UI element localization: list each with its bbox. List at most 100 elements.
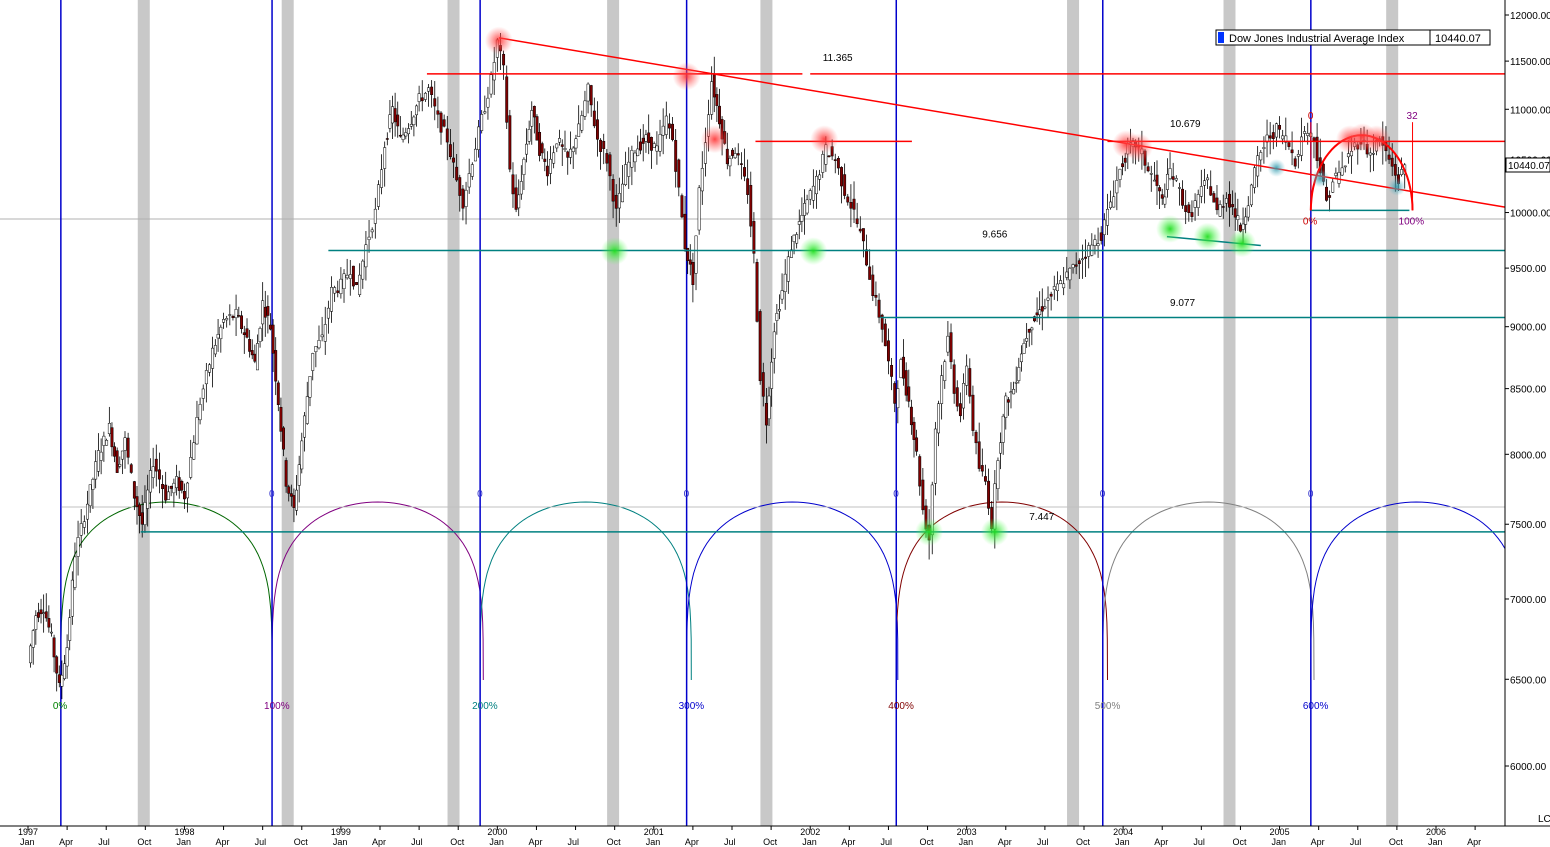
candle-body [1246, 205, 1250, 218]
candle-body [569, 148, 572, 158]
x-month-label: Oct [137, 837, 152, 847]
candle-body [1052, 286, 1056, 291]
x-month-label: Apr [216, 837, 230, 847]
candle-body [342, 273, 346, 289]
small-cycle-label-0: 0 [1308, 111, 1314, 122]
candle-body [921, 479, 925, 511]
candle-body [912, 421, 916, 440]
y-tick-label: 6000.00 [1510, 762, 1547, 773]
candle-body [977, 441, 981, 469]
candle-body [608, 154, 612, 177]
candle-body [846, 196, 850, 203]
y-tick-label: 11500.00 [1510, 57, 1550, 68]
candle-body [99, 451, 103, 461]
candle-body [715, 94, 719, 106]
candle-body [1271, 132, 1275, 139]
cycle-pct-label: 600% [1303, 701, 1329, 712]
candle-body [94, 461, 98, 480]
candle-body [555, 143, 559, 149]
x-month-label: Oct [1076, 837, 1091, 847]
candle-body [1290, 149, 1294, 154]
candle-body [317, 340, 321, 349]
candle-body [1371, 153, 1375, 155]
cycle-arc-1 [271, 501, 484, 681]
candle-body [621, 183, 624, 203]
candle-body [258, 328, 262, 342]
candle-body [364, 244, 368, 268]
candle-body [1065, 271, 1069, 278]
candle-body [401, 134, 405, 140]
candle-body [586, 83, 590, 102]
candle-body [102, 435, 106, 446]
candle-body [261, 300, 265, 325]
candle-body [1012, 389, 1016, 395]
candle-body [761, 372, 765, 397]
candle-body [1293, 158, 1297, 167]
candle-body [940, 375, 944, 404]
candle-body [279, 406, 283, 432]
candle-body [599, 139, 603, 152]
candle-body [1274, 123, 1278, 138]
candle-body [611, 179, 615, 202]
x-year-label: 2003 [957, 827, 977, 837]
candle-body [1209, 186, 1213, 196]
pivot-markers [484, 26, 1406, 546]
candle-body [1068, 267, 1072, 281]
teal-marker-1 [1311, 169, 1330, 188]
candle-body [943, 361, 947, 381]
scale-label: LC [1538, 814, 1550, 825]
candle-body [560, 144, 564, 147]
candle-body [1334, 172, 1338, 176]
candle-body [1325, 186, 1328, 201]
candle-body [1084, 256, 1088, 259]
candle-body [691, 261, 695, 285]
candle-body [1025, 338, 1029, 342]
candle-body [161, 484, 164, 490]
x-month-label: Jul [724, 837, 736, 847]
shaded-band-7 [1386, 0, 1399, 826]
candle-body [633, 152, 637, 163]
candle-body [1074, 264, 1078, 267]
y-tick-label: 9500.00 [1510, 264, 1547, 275]
candle-body [289, 493, 293, 497]
candle-body [383, 147, 387, 169]
candle-body [545, 165, 549, 177]
candle-body [1196, 194, 1200, 208]
candle-body [34, 615, 38, 630]
candle-body [731, 149, 734, 156]
candle-body [877, 299, 881, 318]
candle-body [655, 145, 659, 152]
cycle-pct-label: 500% [1095, 701, 1121, 712]
candle-body [391, 106, 394, 124]
candle-body [91, 479, 95, 490]
candle-body [1193, 200, 1197, 208]
candle-body [274, 350, 278, 382]
horizontal-levels [0, 218, 1505, 508]
candle-body [907, 386, 911, 402]
candle-body [204, 370, 208, 385]
candle-body [1174, 178, 1178, 181]
candle-body [712, 74, 716, 98]
candle-body [865, 249, 868, 266]
candle-body [1106, 208, 1109, 226]
candle-body [915, 437, 919, 452]
x-year-label: 1997 [18, 827, 38, 837]
candle-body [1259, 152, 1263, 161]
candle-body [778, 309, 781, 312]
low-marker-3 [980, 517, 1009, 546]
low-marker-2 [915, 517, 944, 546]
candle-body [473, 148, 477, 162]
candle-body [904, 370, 908, 396]
candle-body [805, 199, 809, 214]
candle-body [355, 282, 358, 285]
candle-body [433, 98, 437, 107]
candle-body [448, 144, 452, 157]
candle-body [890, 365, 894, 377]
candle-body [808, 190, 812, 200]
y-tick-label: 6500.00 [1510, 675, 1547, 686]
candle-body [577, 123, 581, 137]
candle-body [351, 265, 355, 287]
candle-body [65, 647, 69, 667]
candle-body [192, 442, 196, 460]
